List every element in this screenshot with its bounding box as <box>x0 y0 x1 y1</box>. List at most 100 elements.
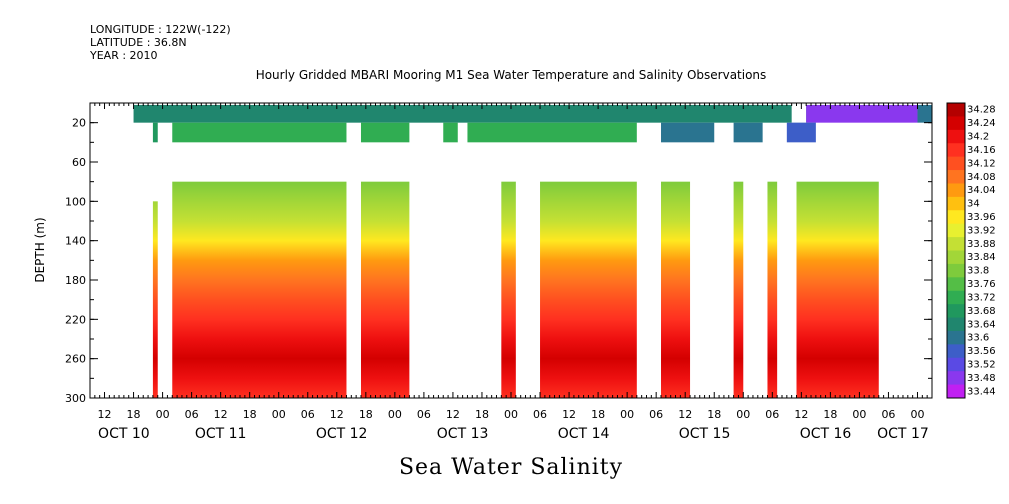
colorbar-label: 33.84 <box>967 252 996 263</box>
y-tick-label: 220 <box>65 313 86 326</box>
x-hour-label: 06 <box>533 408 547 421</box>
colorbar-label: 33.64 <box>967 319 996 330</box>
mid-band-0 <box>152 122 158 143</box>
x-hour-label: 00 <box>388 408 402 421</box>
x-date-label: OCT 11 <box>195 426 247 442</box>
deep-section-0 <box>152 201 158 398</box>
colorbar-label: 33.52 <box>967 359 996 370</box>
y-tick-label: 100 <box>65 195 86 208</box>
x-hour-label: 18 <box>591 408 605 421</box>
colorbar-label: 33.56 <box>967 346 996 357</box>
colorbar-swatch <box>947 170 965 184</box>
longitude-label: LONGITUDE : 122W(-122) <box>90 23 231 36</box>
colorbar-label: 34 <box>967 199 980 210</box>
shallow-band-2 <box>917 104 932 123</box>
colorbar-label: 33.8 <box>967 266 989 277</box>
mid-band-5 <box>661 122 715 143</box>
colorbar-label: 33.92 <box>967 225 996 236</box>
colorbar-label: 33.68 <box>967 306 996 317</box>
deep-section-2 <box>360 181 410 398</box>
x-date-label: OCT 17 <box>877 426 929 442</box>
colorbar-label: 34.12 <box>967 158 996 169</box>
colorbar: 34.28 34.24 34.2 34.16 34.12 34.08 34.04 34 33.9… <box>946 102 996 399</box>
latitude-label: LATITUDE : 36.8N <box>90 36 187 49</box>
x-hour-label: 00 <box>272 408 286 421</box>
colorbar-frame <box>946 102 966 399</box>
colorbar-swatch <box>947 371 965 386</box>
colorbar-swatch <box>947 237 965 251</box>
x-date-label: OCT 14 <box>558 426 610 442</box>
deep-section-7 <box>767 181 778 398</box>
colorbar-label: 34.04 <box>967 185 996 196</box>
y-tick-label: 300 <box>65 392 86 405</box>
x-hour-label: 00 <box>620 408 634 421</box>
colorbar-swatch <box>947 263 965 278</box>
colorbar-swatch <box>947 317 965 332</box>
colorbar-label: 34.24 <box>967 118 996 129</box>
colorbar-swatch <box>947 384 965 399</box>
x-hour-label: 12 <box>214 408 228 421</box>
colorbar-label: 34.28 <box>967 105 996 116</box>
x-hour-label: 12 <box>446 408 460 421</box>
mid-band-6 <box>733 122 763 143</box>
axes-layer: 20 60 100 140 180 220 260 300 12 18 00 06 12 18 00 06 12… <box>65 102 933 442</box>
colorbar-swatch <box>947 103 965 117</box>
colorbar-label: 33.72 <box>967 292 996 303</box>
colorbar-swatch <box>947 357 965 372</box>
x-date-label: OCT 13 <box>437 426 489 442</box>
colorbar-swatch <box>947 290 965 305</box>
x-hour-label: 12 <box>794 408 808 421</box>
shallow-band-1 <box>806 104 918 123</box>
x-hour-label: 06 <box>765 408 779 421</box>
y-axis-label: DEPTH (m) <box>33 217 47 282</box>
colorbar-swatch <box>947 223 965 238</box>
colorbar-swatch <box>947 304 965 319</box>
colorbar-label: 33.88 <box>967 239 996 250</box>
x-hour-label: 12 <box>98 408 112 421</box>
x-hour-label: 00 <box>504 408 518 421</box>
y-tick-label: 140 <box>65 235 86 248</box>
x-date-label: OCT 15 <box>679 426 731 442</box>
colorbar-label: 33.96 <box>967 212 996 223</box>
x-hour-label: 18 <box>475 408 489 421</box>
colorbar-swatch <box>947 196 965 211</box>
x-hour-label: 00 <box>852 408 866 421</box>
x-hour-label: 18 <box>823 408 837 421</box>
colorbar-label: 34.2 <box>967 132 989 143</box>
y-tick-label: 20 <box>72 117 86 130</box>
colorbar-swatch <box>947 210 965 225</box>
x-hour-label: 06 <box>881 408 895 421</box>
x-date-label: OCT 16 <box>800 426 852 442</box>
mid-band-1 <box>172 122 347 143</box>
colorbar-swatch <box>947 277 965 292</box>
x-hour-label: 12 <box>330 408 344 421</box>
y-tick-label: 180 <box>65 274 86 287</box>
mid-band-2 <box>360 122 410 143</box>
x-hour-label: 12 <box>678 408 692 421</box>
x-date-label: OCT 12 <box>316 426 368 442</box>
colorbar-swatch <box>947 344 965 359</box>
deep-section-5 <box>661 181 691 398</box>
colorbar-label: 34.16 <box>967 145 996 156</box>
colorbar-label: 33.6 <box>967 333 989 344</box>
deep-section-6 <box>733 181 744 398</box>
chart-title: Hourly Gridded MBARI Mooring M1 Sea Wate… <box>255 68 767 82</box>
deep-section-8 <box>796 181 879 398</box>
colorbar-swatch <box>947 129 965 144</box>
colorbar-swatch <box>947 116 965 131</box>
x-axis-label: Sea Water Salinity <box>398 455 624 480</box>
x-hour-label: 06 <box>649 408 663 421</box>
shallow-band-0 <box>133 104 816 123</box>
x-hour-label: 18 <box>707 408 721 421</box>
shallow-band-gap-0 <box>791 104 807 123</box>
x-hour-label: 06 <box>185 408 199 421</box>
colorbar-swatch <box>947 330 965 345</box>
x-hour-label: 18 <box>127 408 141 421</box>
colorbar-label: 33.76 <box>967 279 996 290</box>
x-hour-label: 06 <box>417 408 431 421</box>
x-hour-label: 00 <box>156 408 170 421</box>
colorbar-label: 33.44 <box>967 386 996 397</box>
x-hour-label: 18 <box>359 408 373 421</box>
colorbar-label: 33.48 <box>967 373 996 384</box>
year-label: YEAR : 2010 <box>90 49 158 62</box>
